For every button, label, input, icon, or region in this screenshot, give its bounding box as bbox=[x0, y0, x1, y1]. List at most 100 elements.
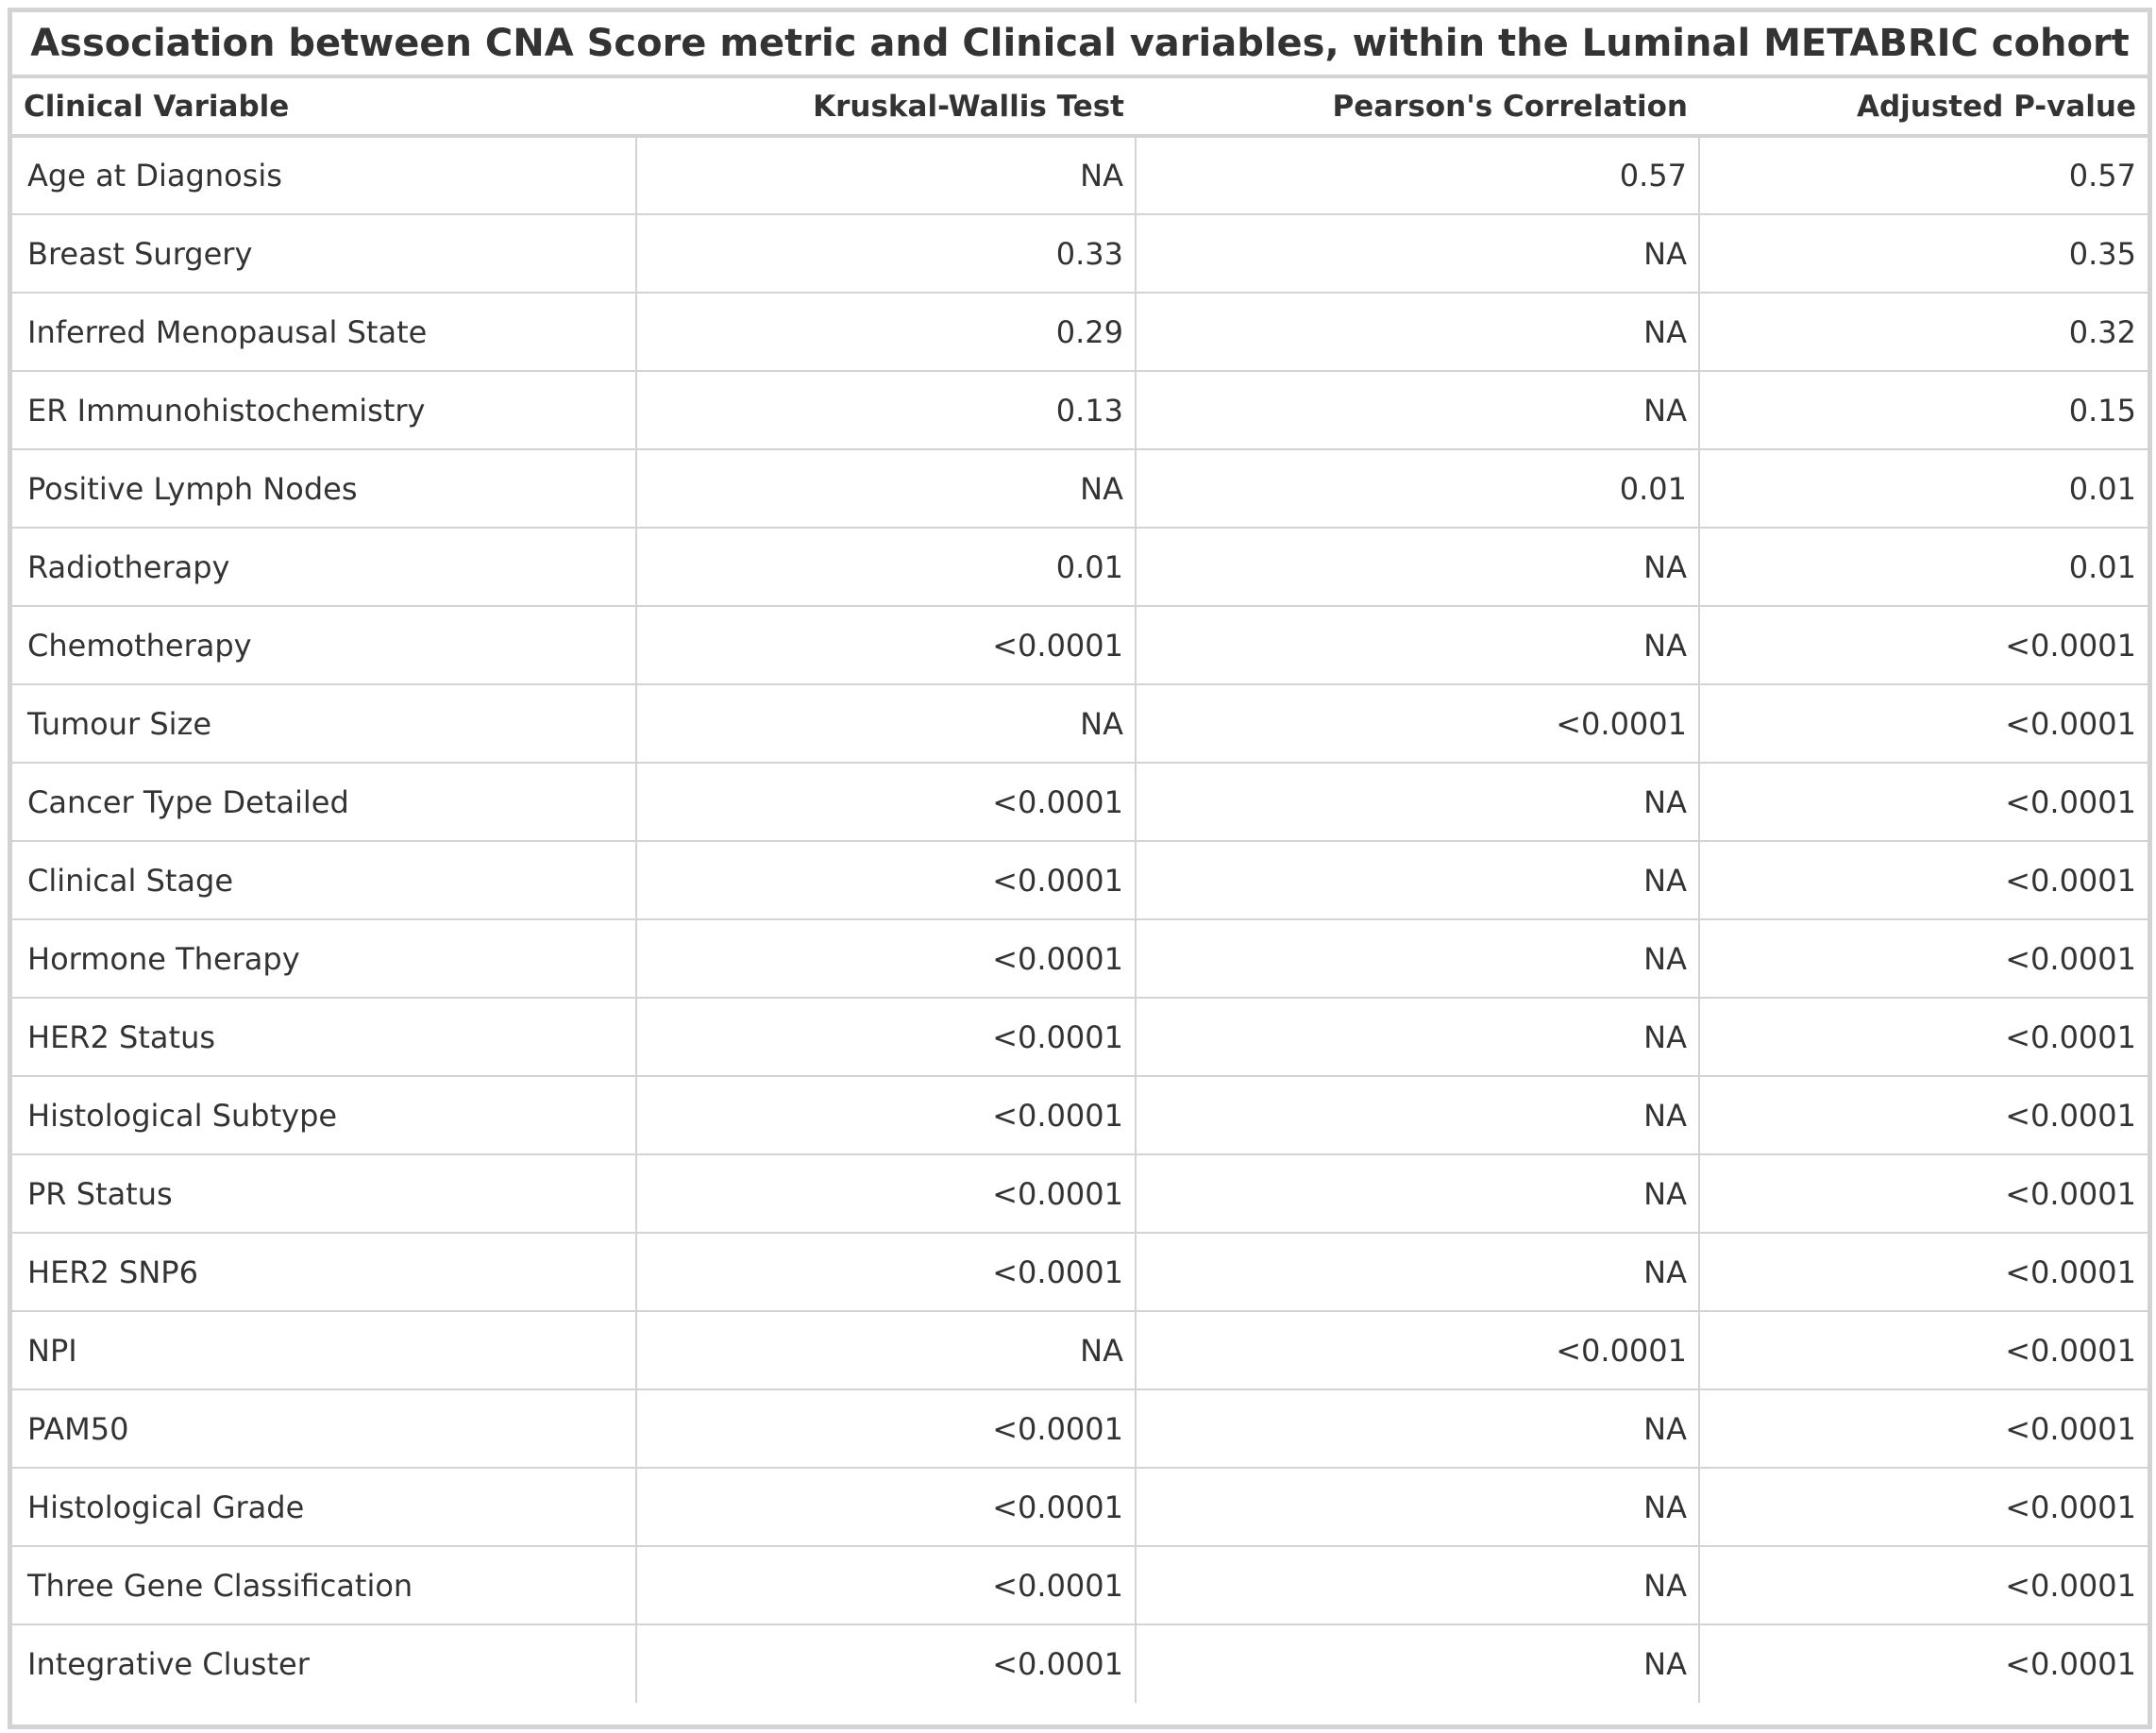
pearson-cell: NA bbox=[1135, 293, 1699, 372]
adjusted-p-cell: <0.0001 bbox=[1698, 1624, 2148, 1703]
pearson-cell: NA bbox=[1135, 1389, 1699, 1469]
table-row: PAM50 <0.0001 NA <0.0001 bbox=[12, 1389, 2148, 1469]
pearson-cell: NA bbox=[1135, 763, 1699, 842]
table-row: Radiotherapy 0.01 NA 0.01 bbox=[12, 528, 2148, 607]
adjusted-p-cell: <0.0001 bbox=[1698, 1311, 2148, 1390]
kruskal-wallis-cell: 0.33 bbox=[635, 214, 1136, 294]
kruskal-wallis-cell: NA bbox=[635, 449, 1136, 529]
pearson-cell: NA bbox=[1135, 214, 1699, 294]
pearson-cell: <0.0001 bbox=[1135, 1311, 1699, 1390]
table-row: Positive Lymph Nodes NA 0.01 0.01 bbox=[12, 449, 2148, 529]
adjusted-p-cell: 0.15 bbox=[1698, 371, 2148, 450]
pearson-cell: NA bbox=[1135, 528, 1699, 607]
clinical-variable-cell: Three Gene Classification bbox=[12, 1546, 636, 1625]
clinical-variable-cell: PAM50 bbox=[12, 1389, 636, 1469]
column-header-kruskal-wallis: Kruskal-Wallis Test bbox=[636, 78, 1136, 138]
table-row: PR Status <0.0001 NA <0.0001 bbox=[12, 1154, 2148, 1234]
adjusted-p-cell: 0.01 bbox=[1698, 449, 2148, 529]
clinical-variable-cell: Chemotherapy bbox=[12, 606, 636, 685]
adjusted-p-cell: <0.0001 bbox=[1698, 606, 2148, 685]
pearson-cell: NA bbox=[1135, 1546, 1699, 1625]
kruskal-wallis-cell: 0.13 bbox=[635, 371, 1136, 450]
clinical-variable-cell: Cancer Type Detailed bbox=[12, 763, 636, 842]
kruskal-wallis-cell: <0.0001 bbox=[635, 1233, 1136, 1312]
clinical-variable-cell: Breast Surgery bbox=[12, 214, 636, 294]
kruskal-wallis-cell: <0.0001 bbox=[635, 763, 1136, 842]
adjusted-p-cell: <0.0001 bbox=[1698, 684, 2148, 764]
kruskal-wallis-cell: 0.29 bbox=[635, 293, 1136, 372]
adjusted-p-cell: <0.0001 bbox=[1698, 998, 2148, 1077]
pearson-cell: NA bbox=[1135, 841, 1699, 920]
clinical-variable-cell: Age at Diagnosis bbox=[12, 136, 636, 215]
table-container: Association between CNA Score metric and… bbox=[8, 8, 2152, 1729]
clinical-variable-cell: Integrative Cluster bbox=[27, 1646, 310, 1682]
adjusted-p-cell: <0.0001 bbox=[1698, 1076, 2148, 1155]
table-row: Tumour Size NA <0.0001 <0.0001 bbox=[12, 684, 2148, 764]
clinical-variable-cell: Inferred Menopausal State bbox=[12, 293, 636, 372]
clinical-variable-cell: Histological Subtype bbox=[12, 1076, 636, 1155]
clinical-variable-cell: HER2 SNP6 bbox=[12, 1233, 636, 1312]
table-row: Three Gene Classification <0.0001 NA <0.000… bbox=[12, 1546, 2148, 1625]
clinical-variable-cell: Positive Lymph Nodes bbox=[12, 449, 636, 529]
adjusted-p-cell: <0.0001 bbox=[1698, 1233, 2148, 1312]
adjusted-p-cell: <0.0001 bbox=[1698, 1154, 2148, 1234]
column-header-adjusted-p: Adjusted P-value bbox=[1699, 78, 2148, 138]
adjusted-p-cell: <0.0001 bbox=[1698, 763, 2148, 842]
adjusted-p-cell: 0.01 bbox=[1698, 528, 2148, 607]
kruskal-wallis-cell: NA bbox=[635, 1311, 1136, 1390]
table-row: ER Immunohistochemistry 0.13 NA 0.15 bbox=[12, 371, 2148, 450]
clinical-variable-cell: Histological Grade bbox=[12, 1468, 636, 1547]
pearson-cell: NA bbox=[1135, 1076, 1699, 1155]
kruskal-wallis-cell: <0.0001 bbox=[635, 1389, 1136, 1469]
kruskal-wallis-cell: <0.0001 bbox=[635, 998, 1136, 1077]
clinical-variable-cell: Tumour Size bbox=[12, 684, 636, 764]
adjusted-p-cell: 0.35 bbox=[1698, 214, 2148, 294]
table-row: Chemotherapy <0.0001 NA <0.0001 bbox=[12, 606, 2148, 685]
pearson-cell: <0.0001 bbox=[1135, 684, 1699, 764]
kruskal-wallis-cell: NA bbox=[635, 136, 1136, 215]
pearson-cell: NA bbox=[1135, 606, 1699, 685]
clinical-variable-cell: PR Status bbox=[12, 1154, 636, 1234]
column-header-clinical-variable: Clinical Variable bbox=[12, 78, 636, 138]
adjusted-p-cell: 0.32 bbox=[1698, 293, 2148, 372]
pearson-cell: 0.01 bbox=[1135, 449, 1699, 529]
pearson-cell: NA bbox=[1135, 1624, 1699, 1703]
adjusted-p-cell: <0.0001 bbox=[1698, 1468, 2148, 1547]
clinical-variable-cell: NPI bbox=[12, 1311, 636, 1390]
adjusted-p-cell: 0.57 bbox=[1698, 136, 2148, 215]
pearson-cell: NA bbox=[1135, 371, 1699, 450]
clinical-variable-cell: ER Immunohistochemistry bbox=[12, 371, 636, 450]
kruskal-wallis-cell: <0.0001 bbox=[635, 1468, 1136, 1547]
kruskal-wallis-cell: <0.0001 bbox=[635, 1546, 1136, 1625]
table-row: Hormone Therapy <0.0001 NA <0.0001 bbox=[12, 919, 2148, 999]
pearson-cell: NA bbox=[1135, 998, 1699, 1077]
table-row: Inferred Menopausal State 0.29 NA 0.32 bbox=[12, 293, 2148, 372]
pearson-cell: NA bbox=[1135, 1233, 1699, 1312]
kruskal-wallis-cell: <0.0001 bbox=[635, 1154, 1136, 1234]
pearson-cell: NA bbox=[1135, 1468, 1699, 1547]
kruskal-wallis-cell: <0.0001 bbox=[635, 1076, 1136, 1155]
clinical-variable-cell: Radiotherapy bbox=[12, 528, 636, 607]
adjusted-p-cell: <0.0001 bbox=[1698, 841, 2148, 920]
kruskal-wallis-cell: <0.0001 bbox=[635, 606, 1136, 685]
adjusted-p-cell: <0.0001 bbox=[1698, 919, 2148, 999]
kruskal-wallis-cell: NA bbox=[635, 684, 1136, 764]
adjusted-p-cell: <0.0001 bbox=[1698, 1389, 2148, 1469]
pearson-cell: 0.57 bbox=[1135, 136, 1699, 215]
pearson-cell: NA bbox=[1135, 919, 1699, 999]
kruskal-wallis-cell: <0.0001 bbox=[635, 841, 1136, 920]
column-header-pearson: Pearson's Correlation bbox=[1136, 78, 1699, 138]
kruskal-wallis-cell: 0.01 bbox=[635, 528, 1136, 607]
table-row: HER2 SNP6 <0.0001 NA <0.0001 bbox=[12, 1233, 2148, 1312]
table-title: Association between CNA Score metric and… bbox=[12, 12, 2148, 78]
clinical-variable-cell: HER2 Status bbox=[12, 998, 636, 1077]
table-row: Breast Surgery 0.33 NA 0.35 bbox=[12, 214, 2148, 294]
table-row: Age at Diagnosis NA 0.57 0.57 bbox=[12, 136, 2148, 215]
kruskal-wallis-cell: <0.0001 bbox=[635, 919, 1136, 999]
table-body: Age at Diagnosis NA 0.57 0.57 Breast Surgery… bbox=[12, 136, 2148, 1703]
header-row: Clinical Variable Kruskal-Wallis Test Pe… bbox=[12, 78, 2148, 138]
table-row: NPI NA <0.0001 <0.0001 bbox=[12, 1311, 2148, 1390]
table-row: Clinical Stage <0.0001 NA <0.0001 bbox=[12, 841, 2148, 920]
kruskal-wallis-cell: <0.0001 bbox=[635, 1624, 1136, 1703]
table-row: HER2 Status <0.0001 NA <0.0001 bbox=[12, 998, 2148, 1077]
